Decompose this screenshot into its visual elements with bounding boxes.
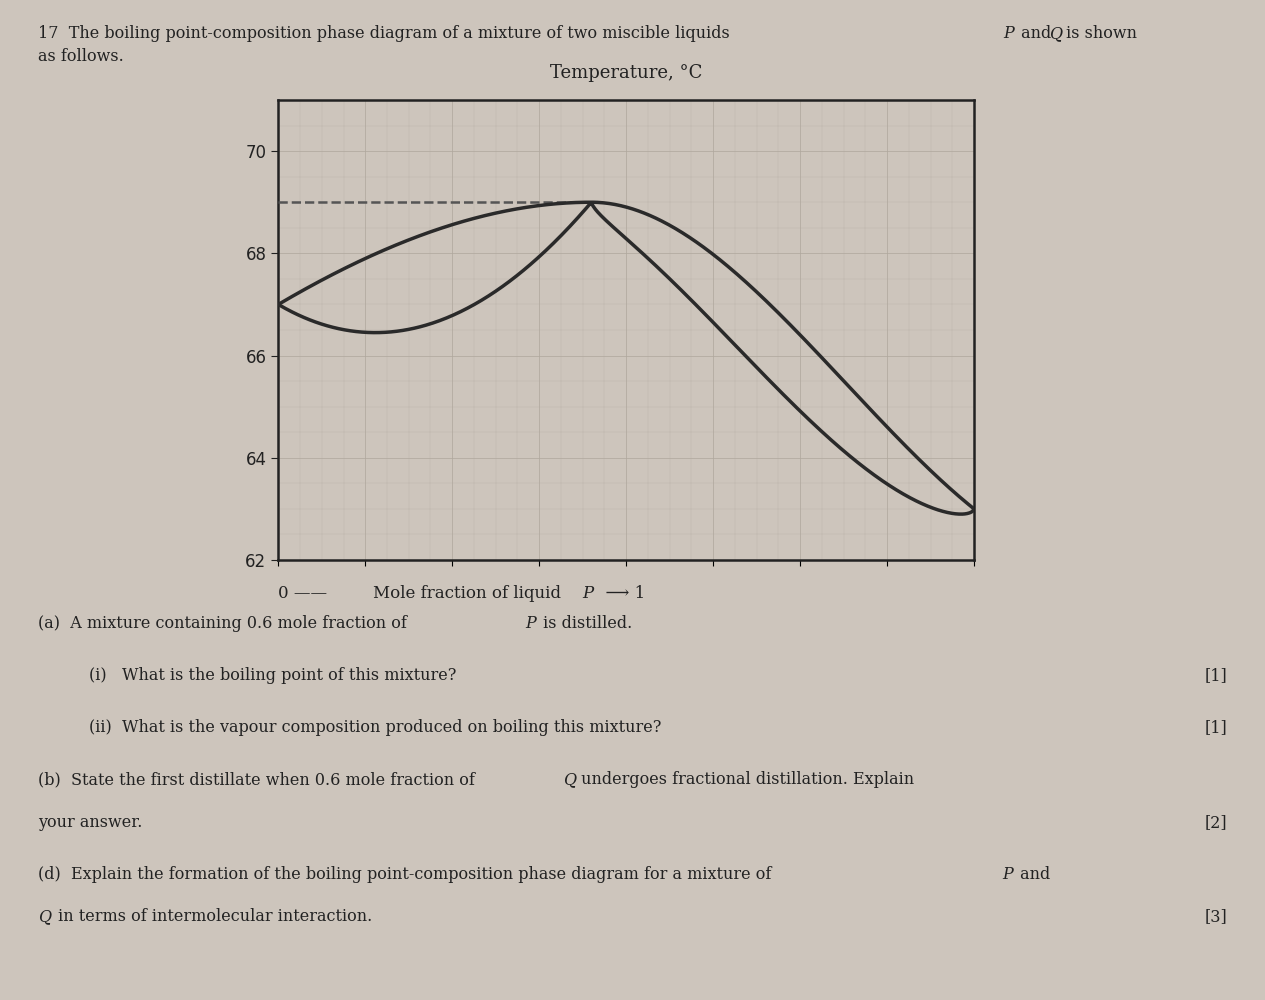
Text: Q: Q xyxy=(563,771,576,788)
Text: (b)  State the first distillate when 0.6 mole fraction of: (b) State the first distillate when 0.6 … xyxy=(38,771,479,788)
Text: P: P xyxy=(1002,866,1012,883)
Text: Q: Q xyxy=(38,908,51,925)
Text: [2]: [2] xyxy=(1204,814,1227,831)
Text: undergoes fractional distillation. Explain: undergoes fractional distillation. Expla… xyxy=(576,771,913,788)
Text: (a)  A mixture containing 0.6 mole fraction of: (a) A mixture containing 0.6 mole fracti… xyxy=(38,615,412,632)
Text: [1]: [1] xyxy=(1204,667,1227,684)
Text: [1]: [1] xyxy=(1204,719,1227,736)
Text: (d)  Explain the formation of the boiling point-composition phase diagram for a : (d) Explain the formation of the boiling… xyxy=(38,866,777,883)
Text: in terms of intermolecular interaction.: in terms of intermolecular interaction. xyxy=(53,908,372,925)
Text: is distilled.: is distilled. xyxy=(538,615,632,632)
Text: Q: Q xyxy=(1049,25,1061,42)
Text: 17  The boiling point-composition phase diagram of a mixture of two miscible liq: 17 The boiling point-composition phase d… xyxy=(38,25,735,42)
Text: P: P xyxy=(1003,25,1013,42)
Text: P: P xyxy=(525,615,535,632)
Text: [3]: [3] xyxy=(1204,908,1227,925)
Text: 0 ——: 0 —— xyxy=(278,585,328,602)
Text: (i)   What is the boiling point of this mixture?: (i) What is the boiling point of this mi… xyxy=(89,667,455,684)
Text: your answer.: your answer. xyxy=(38,814,143,831)
Text: ⟶ 1: ⟶ 1 xyxy=(595,585,645,602)
Text: is shown: is shown xyxy=(1061,25,1137,42)
Text: (ii)  What is the vapour composition produced on boiling this mixture?: (ii) What is the vapour composition prod… xyxy=(89,719,660,736)
Text: and: and xyxy=(1015,866,1050,883)
Text: P: P xyxy=(582,585,593,602)
Text: Temperature, °C: Temperature, °C xyxy=(550,64,702,82)
Text: Mole fraction of liquid: Mole fraction of liquid xyxy=(373,585,567,602)
Text: and: and xyxy=(1016,25,1056,42)
Text: as follows.: as follows. xyxy=(38,48,124,65)
